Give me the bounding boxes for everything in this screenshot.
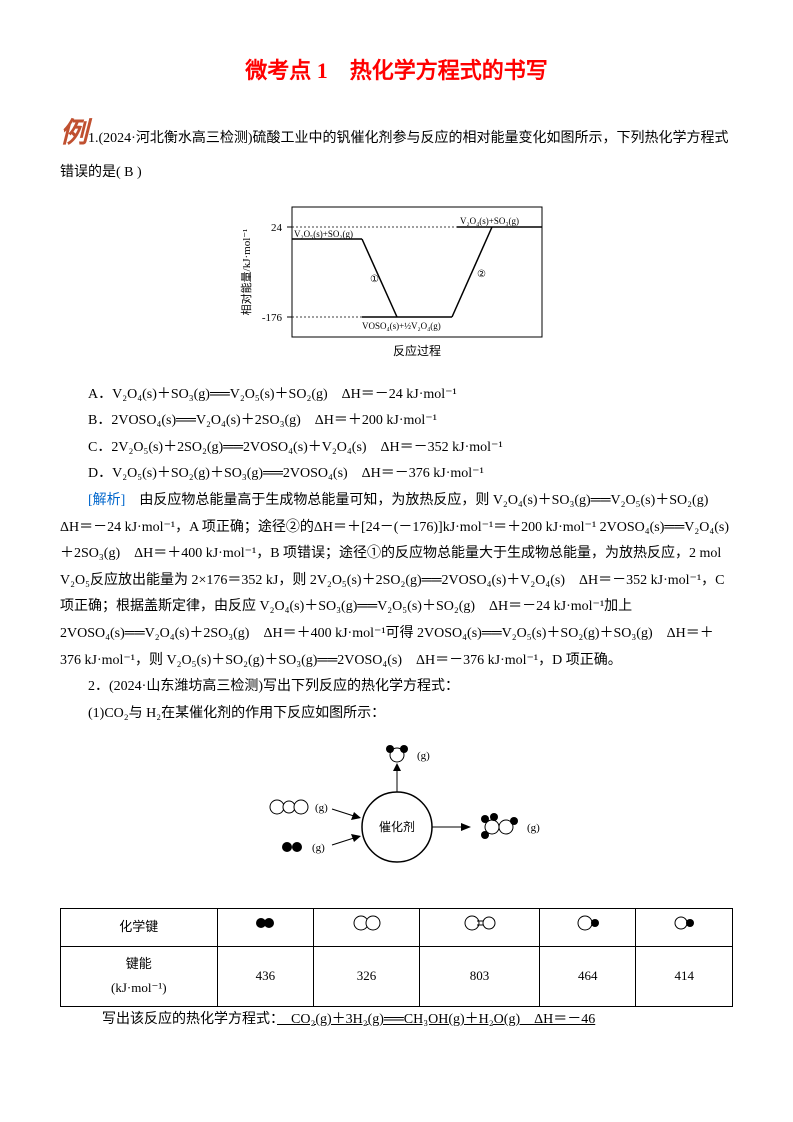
bond-cdo-icon (419, 908, 539, 946)
page-title: 微考点 1 热化学方程式的书写 (60, 50, 733, 92)
svg-text:(g): (g) (312, 842, 325, 854)
bond-value-4: 464 (539, 946, 635, 1006)
svg-text:(g): (g) (315, 802, 328, 814)
svg-text:(g): (g) (417, 750, 430, 762)
energy-label-2: (kJ·mol⁻¹) (111, 980, 167, 995)
svg-text:V₂O₄(s)+SO₃(g): V₂O₄(s)+SO₃(g) (460, 216, 519, 226)
svg-text:②: ② (477, 269, 486, 280)
q1-source: (2024·河北衡水高三检测) (99, 131, 253, 146)
bond-energy-table: 化学键 键能 (kJ·mol⁻¹) 436 326 803 464 414 (60, 908, 733, 1007)
q2-part1: (1)CO₂与 H₂在某催化剂的作用下反应如图所示： (60, 701, 733, 728)
q2-number: 2． (88, 679, 109, 694)
bond-oh-icon (539, 908, 635, 946)
bond-ch-icon (636, 908, 733, 946)
example-marker: 例 (60, 118, 88, 149)
svg-text:催化剂: 催化剂 (378, 819, 414, 834)
question-1: 例1.(2024·河北衡水高三检测)硫酸工业中的钒催化剂参与反应的相对能量变化如… (60, 107, 733, 187)
bond-value-5: 414 (636, 946, 733, 1006)
bond-co-icon (314, 908, 420, 946)
bond-value-3: 803 (419, 946, 539, 1006)
svg-text:24: 24 (271, 222, 283, 234)
svg-text:相对能量/kJ·mol⁻¹: 相对能量/kJ·mol⁻¹ (239, 228, 253, 315)
solution-label: [解析] (88, 493, 125, 508)
question-2: 2．(2024·山东潍坊高三检测)写出下列反应的热化学方程式： (60, 674, 733, 701)
energy-chart: 24 -176 相对能量/kJ·mol⁻¹ V₂O₅(s)+SO₂(g) ① V… (232, 197, 562, 372)
solution-text: 由反应物总能量高于生成物总能量可知，为放热反应，则 V₂O₄(s)＋SO₃(g)… (60, 493, 729, 668)
q2-final-prompt: 写出该反应的热化学方程式： (102, 1012, 277, 1027)
energy-label-1: 键能 (126, 956, 152, 971)
svg-text:-176: -176 (261, 312, 282, 324)
option-a: A．V₂O₄(s)＋SO₃(g)══V₂O₅(s)＋SO₂(g) ΔH＝－24 … (60, 382, 733, 409)
table-header-energy: 键能 (kJ·mol⁻¹) (61, 946, 218, 1006)
svg-text:①: ① (370, 274, 379, 285)
catalyst-diagram: 催化剂 (g) (g) (g) (g) (60, 737, 733, 898)
bond-value-1: 436 (217, 946, 313, 1006)
bond-value-2: 326 (314, 946, 420, 1006)
svg-text:V₂O₅(s)+SO₂(g): V₂O₅(s)+SO₂(g) (294, 229, 353, 239)
q2-answer: CO₂(g)＋3H₂(g)══CH₃OH(g)＋H₂O(g) ΔH＝－46 (277, 1012, 595, 1027)
q2-stem: 写出下列反应的热化学方程式： (263, 679, 459, 694)
option-d: D．V₂O₅(s)＋SO₂(g)＋SO₃(g)══2VOSO₄(s) ΔH＝－3… (60, 461, 733, 488)
bond-hh-icon (217, 908, 313, 946)
q2-final: 写出该反应的热化学方程式： CO₂(g)＋3H₂(g)══CH₃OH(g)＋H₂… (60, 1007, 733, 1034)
svg-text:反应过程: 反应过程 (392, 343, 440, 358)
solution-paragraph: [解析] 由反应物总能量高于生成物总能量可知，为放热反应，则 V₂O₄(s)＋S… (60, 488, 733, 674)
option-b: B．2VOSO₄(s)══V₂O₄(s)＋2SO₃(g) ΔH＝＋200 kJ·… (60, 408, 733, 435)
svg-text:VOSO₄(s)+½V₂O₄(g): VOSO₄(s)+½V₂O₄(g) (362, 321, 441, 331)
q1-number: 1. (88, 131, 99, 146)
svg-text:(g): (g) (527, 822, 540, 834)
q2-source: (2024·山东潍坊高三检测) (109, 679, 263, 694)
table-header-bond: 化学键 (61, 908, 218, 946)
option-c: C．2V₂O₅(s)＋2SO₂(g)══2VOSO₄(s)＋V₂O₄(s) ΔH… (60, 435, 733, 462)
